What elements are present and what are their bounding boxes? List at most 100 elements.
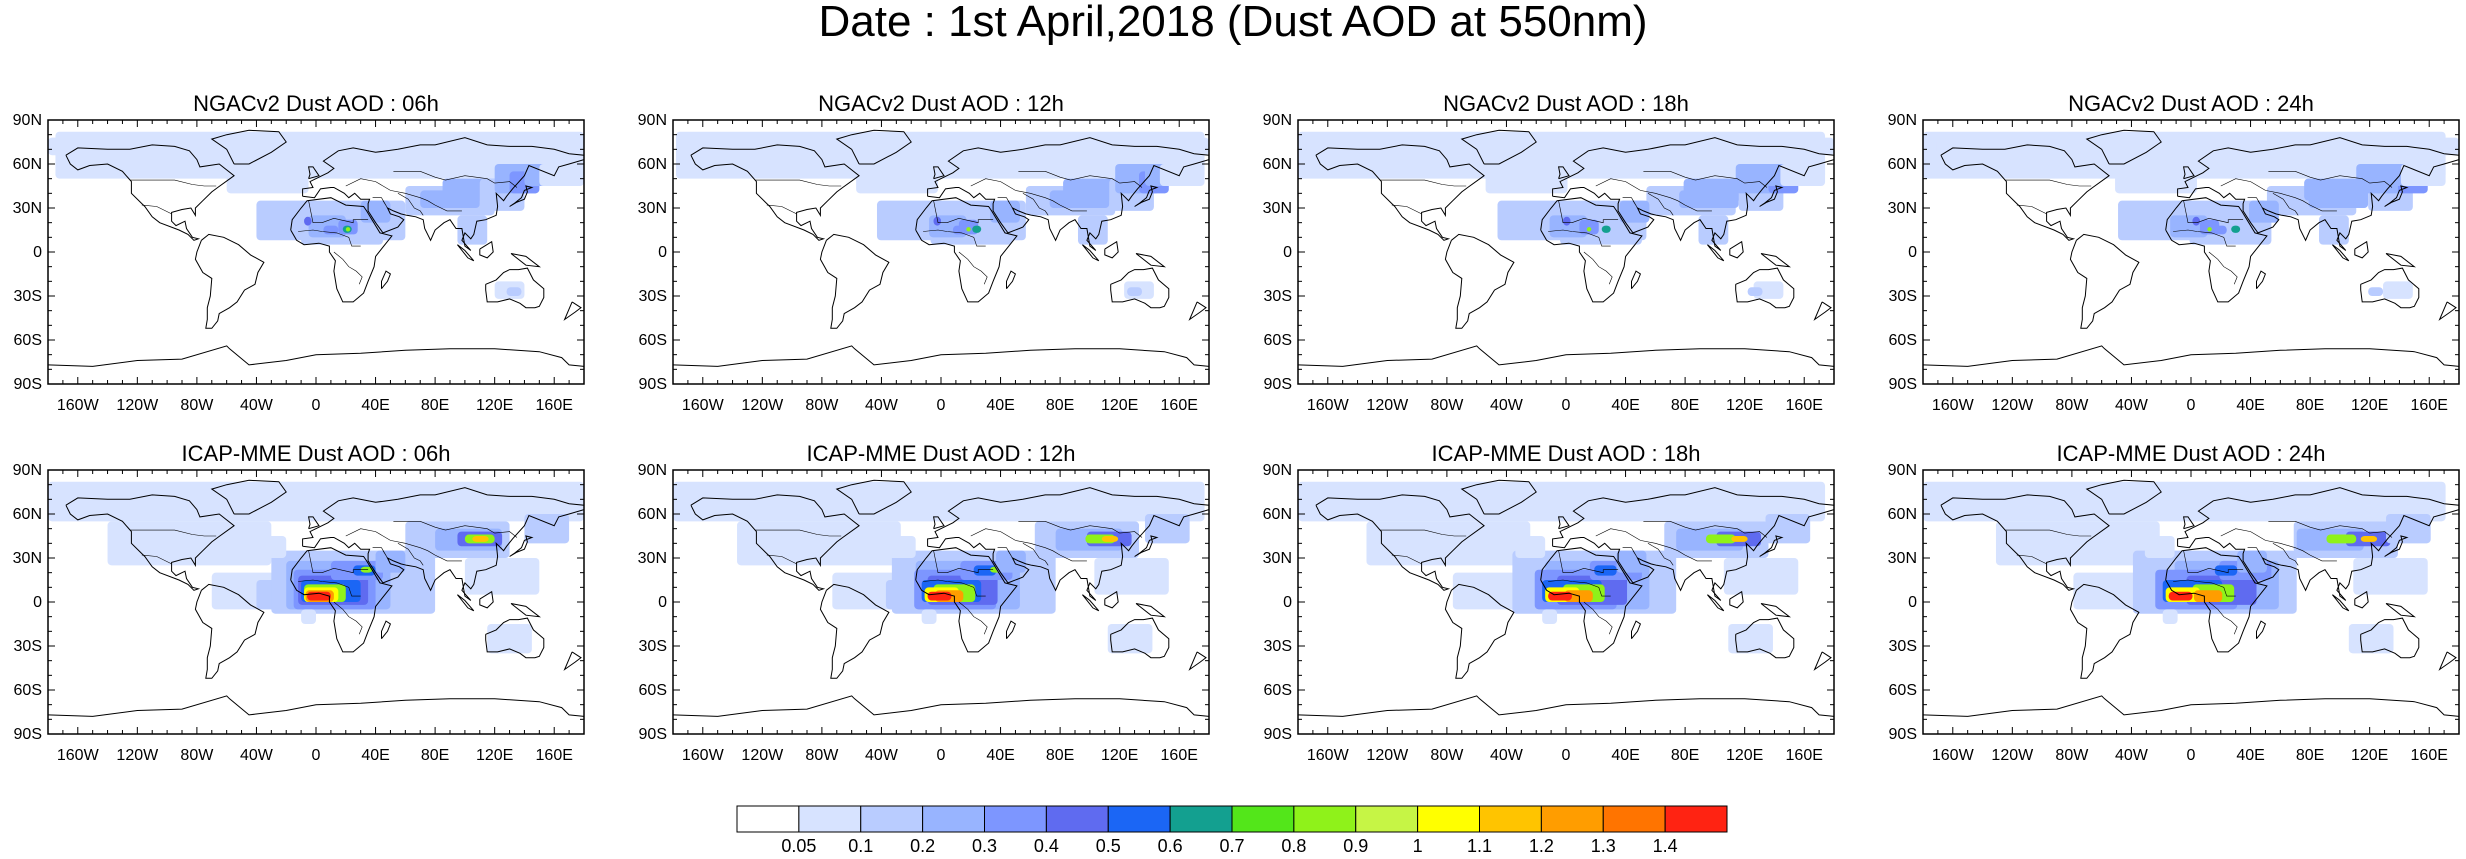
coastline <box>1707 244 1725 262</box>
aod-cell <box>677 137 1209 156</box>
colorbar-swatch <box>1231 805 1295 833</box>
country-border <box>923 579 986 597</box>
colorbar-label: 0.2 <box>910 836 935 854</box>
lat-tick-label: 30S <box>1889 288 1917 305</box>
coastline <box>927 137 1210 251</box>
coastline <box>1110 267 1170 309</box>
lon-tick-label: 40E <box>1611 747 1639 764</box>
map-plot: 90N 60N 30N 0 30S 60S 90S 160W 120W 80W 40W 0 40E 80E… <box>1888 462 2460 764</box>
coastline <box>1729 590 1744 609</box>
country-border <box>129 179 217 187</box>
coastline <box>1188 651 1207 671</box>
coastline <box>485 267 545 309</box>
country-border <box>1558 550 1619 574</box>
country-border <box>393 170 446 181</box>
lat-tick-label: 60N <box>1263 506 1292 523</box>
aod-cell <box>226 152 309 194</box>
lon-tick-label: 40W <box>240 397 274 414</box>
coastline <box>381 620 392 640</box>
aod-cell <box>1107 624 1153 654</box>
aod-cell <box>1298 481 1826 522</box>
coastline <box>2165 547 2268 653</box>
coastline <box>1940 144 2110 241</box>
coastline <box>1759 535 1784 557</box>
lon-tick-label: 0 <box>937 397 946 414</box>
aod-cell <box>1728 624 1773 654</box>
aod-cell <box>2353 558 2428 595</box>
coastlines <box>47 479 585 717</box>
country-border <box>2183 200 2244 224</box>
map-plot: 90N 60N 30N 0 30S 60S 90S 160W 120W 80W 40W 0 40E 80E… <box>1263 462 1835 764</box>
country-border <box>2268 520 2321 531</box>
coastline <box>2069 583 2140 679</box>
lon-tick-label: 120W <box>1366 397 1409 414</box>
coastline <box>1082 594 1100 612</box>
country-border <box>2220 528 2337 562</box>
country-border <box>2183 550 2244 574</box>
lon-tick-label: 120W <box>116 397 159 414</box>
aod-cell <box>2368 287 2384 296</box>
coastline <box>479 240 494 259</box>
lat-tick-label: 30N <box>13 550 42 567</box>
aod-cell <box>921 609 937 624</box>
lat-tick-label: 0 <box>33 244 42 261</box>
country-border <box>2272 193 2299 216</box>
lon-tick-label: 40W <box>2115 747 2149 764</box>
coastlines <box>1922 129 2460 367</box>
country-border <box>393 520 446 531</box>
lon-tick-label: 80W <box>1430 397 1464 414</box>
coastline <box>1297 345 1835 367</box>
colorbar-swatch <box>1107 805 1171 833</box>
map-plot: 90N 60N 30N 0 30S 60S 90S 160W 120W 80W 40W 0 40E 80E… <box>13 462 585 764</box>
country-border <box>308 550 369 574</box>
aod-cell <box>856 152 939 194</box>
aod-cell <box>524 514 570 544</box>
coastline <box>1922 345 2460 367</box>
lat-tick-label: 60N <box>13 156 42 173</box>
lat-tick-label: 30S <box>1264 288 1292 305</box>
lat-tick-label: 90N <box>638 462 667 479</box>
lon-tick-label: 120E <box>1101 397 1138 414</box>
country-border <box>2320 175 2393 188</box>
coastline <box>210 129 287 165</box>
country-border <box>141 554 172 565</box>
aod-cell <box>1705 534 1736 544</box>
coastline <box>290 547 393 653</box>
country-border <box>2004 529 2092 537</box>
map-panel-icap-06h: ICAP-MME Dust AOD : 06h 90N 60N 30N 0 30S 60S… <box>0 442 585 782</box>
lon-tick-label: 80W <box>805 747 839 764</box>
lat-tick-label: 90S <box>1264 726 1292 743</box>
aod-cell <box>1366 521 1531 566</box>
aod-cell <box>457 215 488 245</box>
lon-tick-label: 160W <box>1307 747 1350 764</box>
coastline <box>2385 603 2417 618</box>
coastline <box>1940 494 2110 591</box>
coastline <box>381 270 392 290</box>
lat-tick-label: 60N <box>1263 156 1292 173</box>
country-border <box>345 528 462 562</box>
coastline <box>1552 487 1835 601</box>
map-panel-ngacv2-24h: NGACv2 Dust AOD : 24h 90N 60N 30N 0 30S 60S 90… <box>1875 92 2460 432</box>
country-border <box>754 529 842 537</box>
coastline <box>1707 594 1725 612</box>
coastline <box>1759 185 1784 207</box>
country-border <box>1018 170 1071 181</box>
lon-tick-label: 120W <box>116 747 159 764</box>
lon-tick-label: 160W <box>57 747 100 764</box>
coastline <box>1315 144 1485 241</box>
lon-tick-label: 120E <box>2351 397 2388 414</box>
coastlines <box>672 129 1210 367</box>
coastline <box>65 144 235 241</box>
aod-cell <box>345 227 351 232</box>
map-plot: 90N 60N 30N 0 30S 60S 90S 160W 120W 80W 40W 0 40E 80E… <box>1888 112 2460 414</box>
coastline <box>1135 603 1167 618</box>
colorbar-swatch <box>1664 805 1728 833</box>
aod-cell <box>1159 164 1205 186</box>
aod-cell <box>48 481 584 522</box>
coastlines <box>1297 129 1835 367</box>
aod-cell <box>1594 565 1617 576</box>
aod-cell <box>2231 225 2241 233</box>
lat-tick-label: 60S <box>639 332 667 349</box>
coastline <box>1631 270 1642 290</box>
coastline <box>915 547 1018 653</box>
